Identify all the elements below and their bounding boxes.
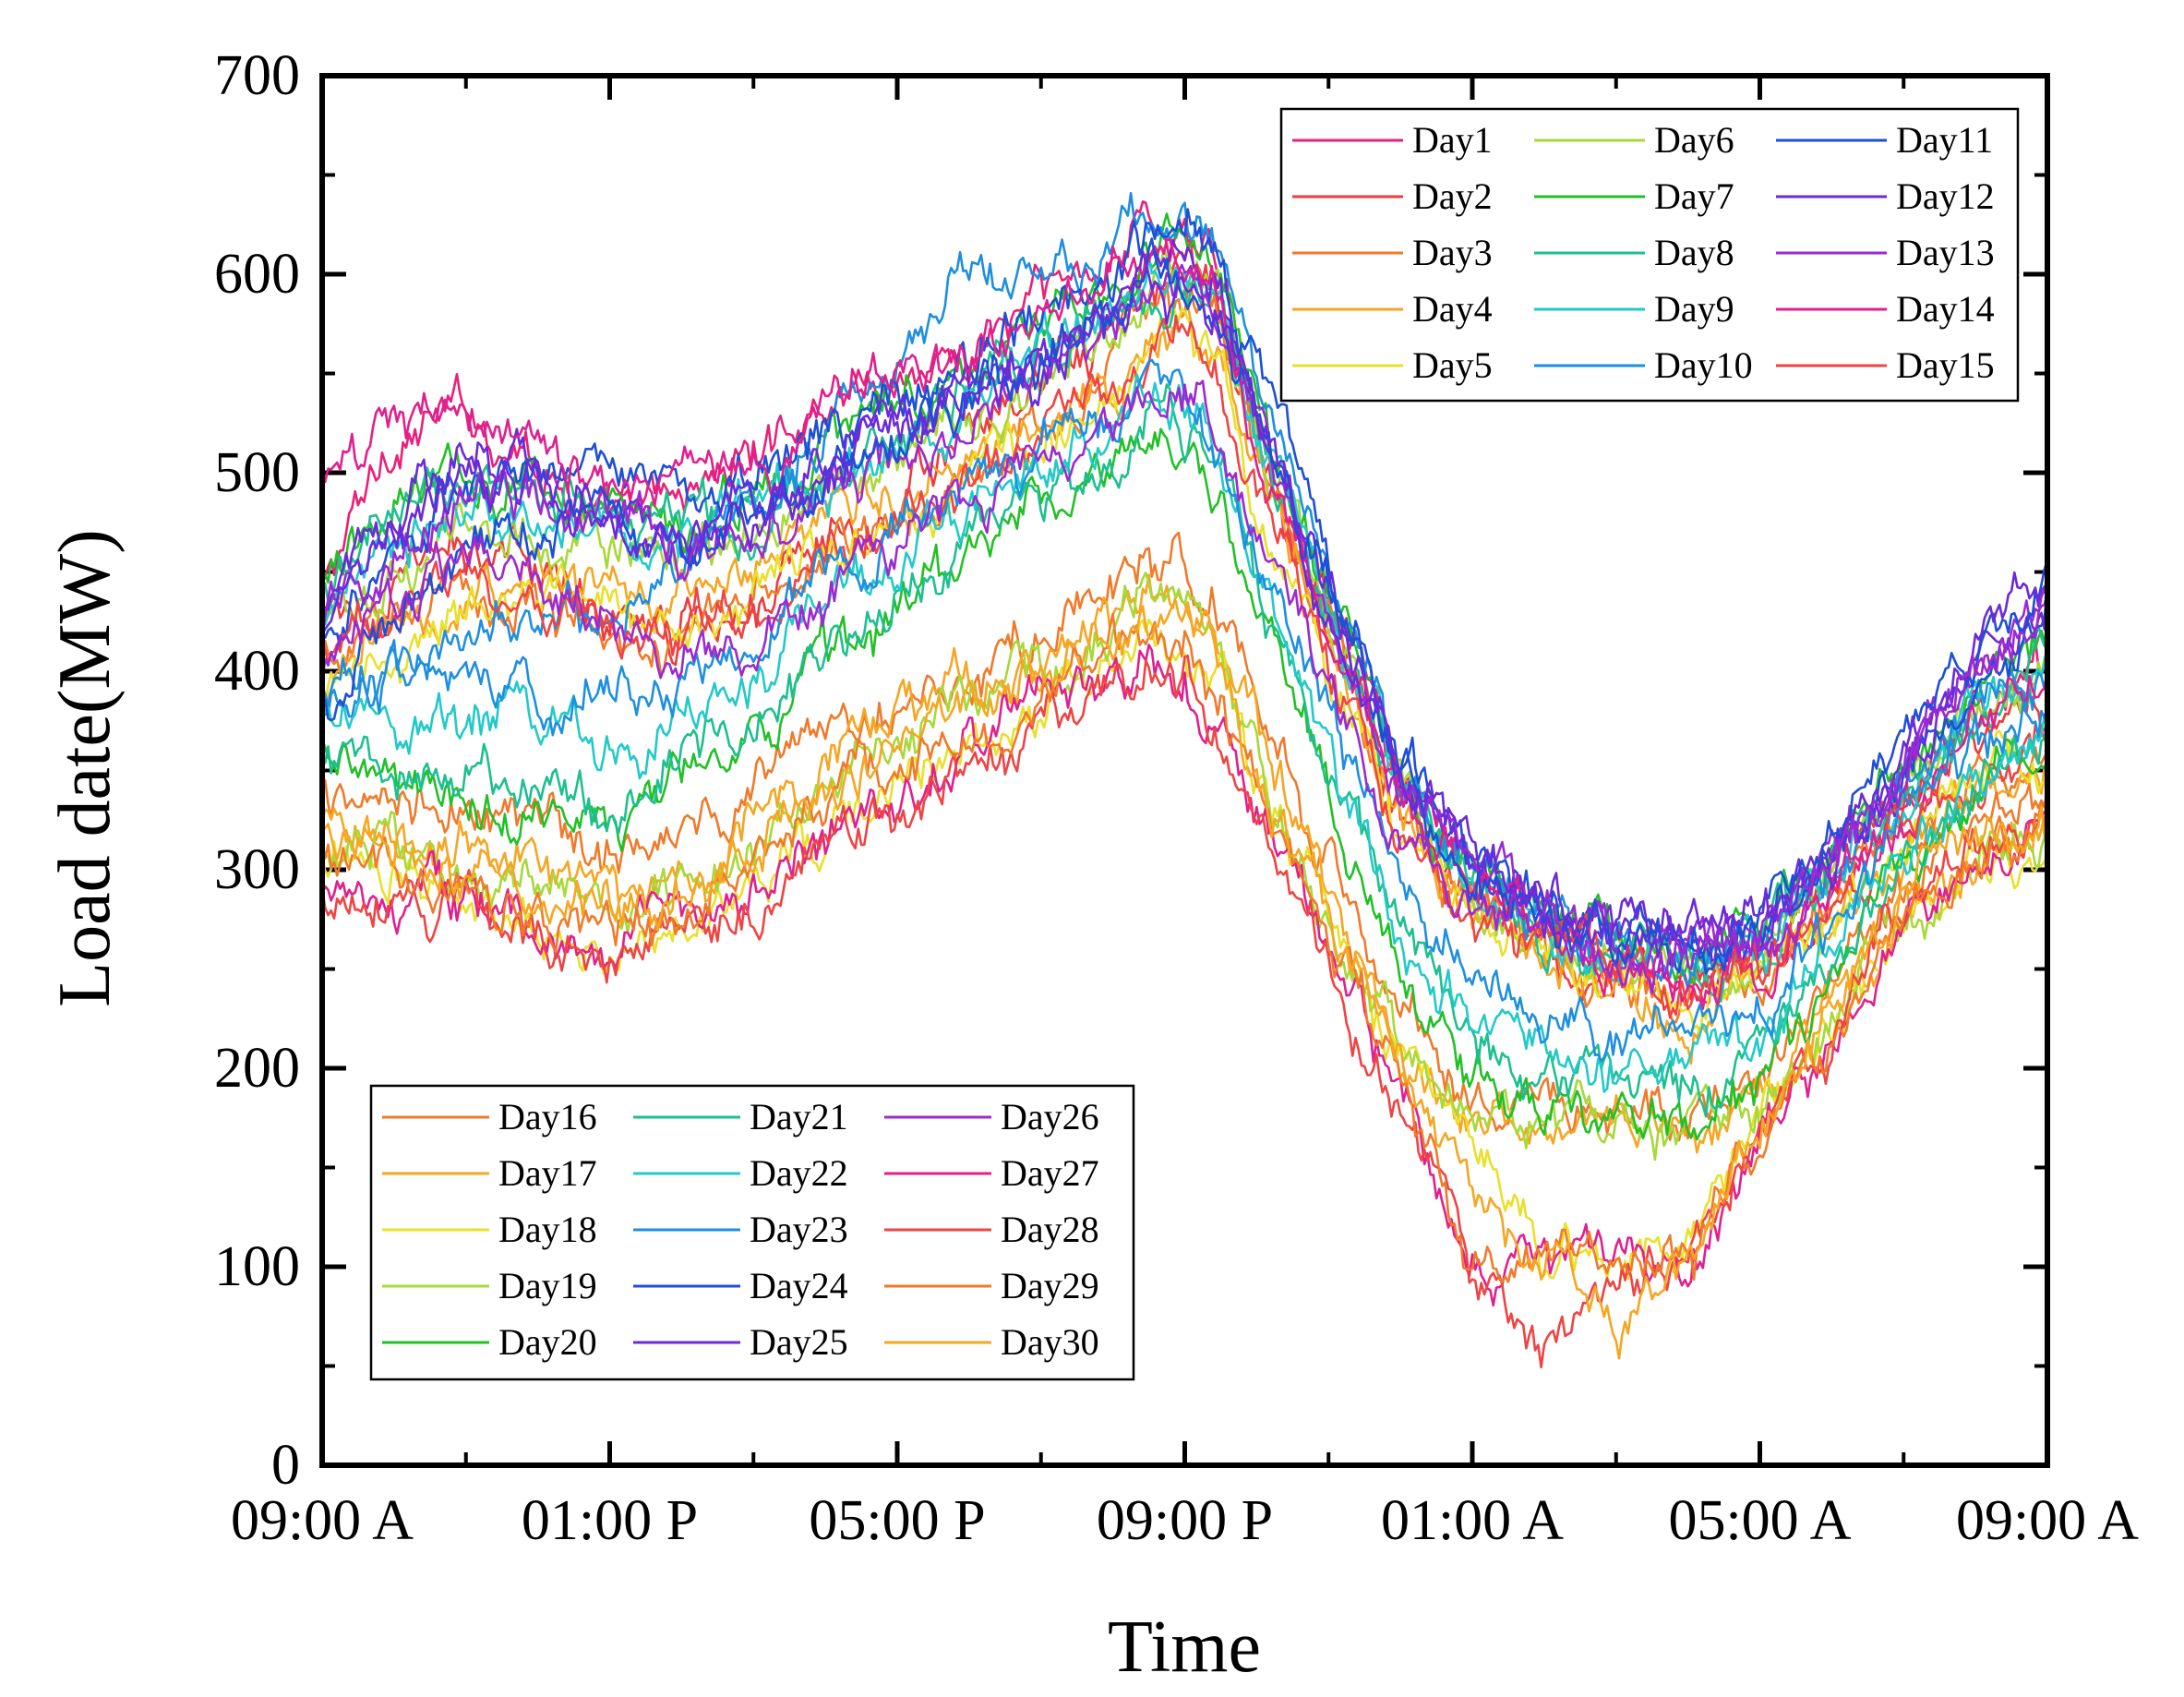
- x-axis-title: Time: [1108, 1607, 1261, 1688]
- legend-label: Day19: [498, 1265, 597, 1306]
- series-line-day25: [320, 250, 2049, 958]
- y-tick-label: 0: [271, 1434, 300, 1497]
- series-line-day18: [320, 618, 2049, 1282]
- legend-box: [1279, 107, 2020, 403]
- legend-label: Day14: [1896, 288, 1995, 330]
- series-line-day13: [320, 263, 2049, 977]
- series-line-day5: [321, 305, 2049, 1037]
- legend-label: Day22: [750, 1152, 848, 1194]
- legend-label: Day7: [1654, 175, 1734, 217]
- series-line-day29: [320, 612, 2049, 1284]
- legend-label: Day17: [498, 1152, 597, 1194]
- x-tick-label: 09:00 A: [231, 1489, 414, 1552]
- legend-label: Day10: [1654, 344, 1753, 386]
- axis-ticks: [319, 73, 2050, 1468]
- legend-label: Day29: [1001, 1265, 1099, 1306]
- y-tick-label: 700: [214, 44, 300, 107]
- legend-label: Day20: [498, 1321, 597, 1363]
- legend-top-right: Day1 Day2 Day3 Day4 Day5 Day6 Day7 Day8 Day9 Day1…: [1279, 107, 2020, 403]
- legend-label: Day8: [1654, 232, 1734, 273]
- x-tick-label: 01:00 P: [522, 1489, 698, 1552]
- y-tick-label: 300: [214, 838, 300, 901]
- series-line-day10: [320, 191, 2049, 991]
- series-line-day26: [320, 379, 2049, 994]
- series-line-day28: [320, 654, 2049, 1369]
- legend-bottom-left: Day16 Day17 Day18 Day19 Day20 Day21 Day22 Day23…: [369, 1084, 1135, 1381]
- legend-label: Day6: [1654, 119, 1734, 161]
- series-line-day24: [321, 237, 2049, 975]
- series-line-day14: [320, 237, 2049, 1010]
- legend-label: Day16: [498, 1096, 597, 1137]
- legend-label: Day27: [1001, 1152, 1099, 1194]
- legend-label: Day3: [1412, 232, 1493, 273]
- legend-label: Day26: [1001, 1096, 1099, 1137]
- series-line-day30: [321, 599, 2049, 1360]
- legend-label: Day18: [498, 1209, 597, 1250]
- legend-label: Day5: [1412, 344, 1493, 386]
- legend-label: Day2: [1412, 175, 1493, 217]
- x-tick-label: 01:00 A: [1381, 1489, 1564, 1552]
- series-line-day23: [320, 358, 2048, 1063]
- legend-label: Day4: [1412, 288, 1493, 330]
- y-axis-title: Load date(MW): [44, 529, 126, 1007]
- legend-box: [369, 1084, 1135, 1381]
- series-line-day22: [320, 373, 2049, 1093]
- y-tick-label: 500: [214, 441, 300, 504]
- series-line-day21: [321, 383, 2049, 1118]
- legend-label: Day13: [1896, 232, 1995, 273]
- y-tick-label: 600: [214, 243, 300, 306]
- y-tick-labels: 0 100 200 300 400 500 600 700: [214, 44, 300, 1497]
- y-tick-label: 100: [214, 1235, 300, 1298]
- legend-label: Day24: [750, 1265, 848, 1306]
- y-tick-label: 400: [214, 640, 300, 703]
- x-tick-label: 09:00 P: [1097, 1489, 1273, 1552]
- legend-label: Day15: [1896, 344, 1995, 386]
- legend-label: Day23: [750, 1209, 848, 1250]
- x-tick-label: 05:00 A: [1668, 1489, 1851, 1552]
- legend-label: Day11: [1896, 119, 1993, 161]
- legend-label: Day21: [750, 1096, 848, 1137]
- legend-label: Day25: [750, 1321, 848, 1363]
- x-tick-label: 09:00 A: [1956, 1489, 2139, 1552]
- x-tick-label: 05:00 P: [809, 1489, 985, 1552]
- series-line-day15: [320, 314, 2049, 1019]
- legend-label: Day1: [1412, 119, 1493, 161]
- legend-label: Day30: [1001, 1321, 1099, 1363]
- series-lines: [320, 191, 2049, 1369]
- y-tick-label: 200: [214, 1037, 300, 1100]
- legend-label: Day12: [1896, 175, 1995, 217]
- plot-frame: [319, 73, 2050, 1468]
- legend-label: Day9: [1654, 288, 1734, 330]
- legend-label: Day28: [1001, 1209, 1099, 1250]
- x-tick-labels: 09:00 A 01:00 P 05:00 P 09:00 P 01:00 A 05:00…: [231, 1489, 2139, 1552]
